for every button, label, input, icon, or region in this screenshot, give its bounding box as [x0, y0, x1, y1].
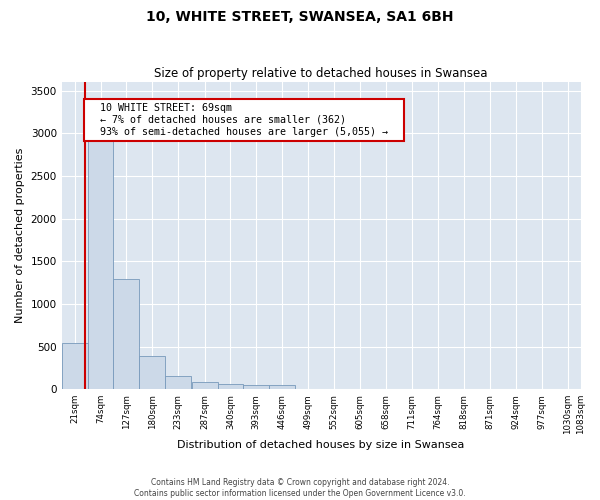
Text: 10, WHITE STREET, SWANSEA, SA1 6BH: 10, WHITE STREET, SWANSEA, SA1 6BH [146, 10, 454, 24]
X-axis label: Distribution of detached houses by size in Swansea: Distribution of detached houses by size … [178, 440, 465, 450]
Bar [165, 376, 191, 389]
Text: 10 WHITE STREET: 69sqm  
  ← 7% of detached houses are smaller (362)  
  93% of : 10 WHITE STREET: 69sqm ← 7% of detached … [88, 104, 400, 136]
Bar [218, 384, 244, 389]
Bar [269, 386, 295, 389]
Bar [244, 385, 269, 389]
Title: Size of property relative to detached houses in Swansea: Size of property relative to detached ho… [154, 66, 488, 80]
Bar [139, 356, 165, 389]
Y-axis label: Number of detached properties: Number of detached properties [15, 148, 25, 324]
Text: Contains HM Land Registry data © Crown copyright and database right 2024.
Contai: Contains HM Land Registry data © Crown c… [134, 478, 466, 498]
Bar [88, 101, 113, 389]
Bar [191, 382, 218, 389]
Bar [113, 279, 139, 389]
Bar [62, 343, 88, 389]
